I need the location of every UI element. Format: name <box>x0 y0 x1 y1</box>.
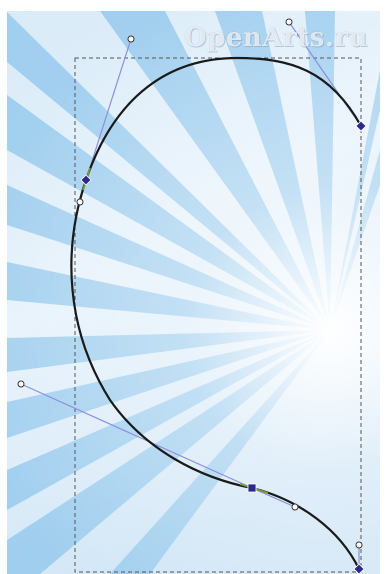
handle-line <box>251 487 296 508</box>
rays-fade <box>7 11 380 574</box>
nodes <box>80 120 367 574</box>
diamond-node-icon[interactable] <box>355 120 367 132</box>
square-node-icon[interactable] <box>247 483 257 493</box>
circle-handle-icon[interactable] <box>285 18 293 26</box>
handle-line <box>85 38 132 181</box>
drawing-canvas[interactable]: OpenArts.ru <box>7 11 380 574</box>
diamond-node-icon[interactable] <box>353 563 365 574</box>
circle-handle-icon[interactable] <box>355 541 363 549</box>
circle-handle-icon[interactable] <box>76 198 84 206</box>
canvas-svg <box>7 11 380 574</box>
handles <box>17 18 363 549</box>
handle-line <box>20 383 253 489</box>
circle-handle-icon[interactable] <box>17 380 25 388</box>
diamond-node-icon[interactable] <box>80 174 92 186</box>
circle-handle-icon[interactable] <box>291 503 299 511</box>
circle-handle-icon[interactable] <box>127 35 135 43</box>
